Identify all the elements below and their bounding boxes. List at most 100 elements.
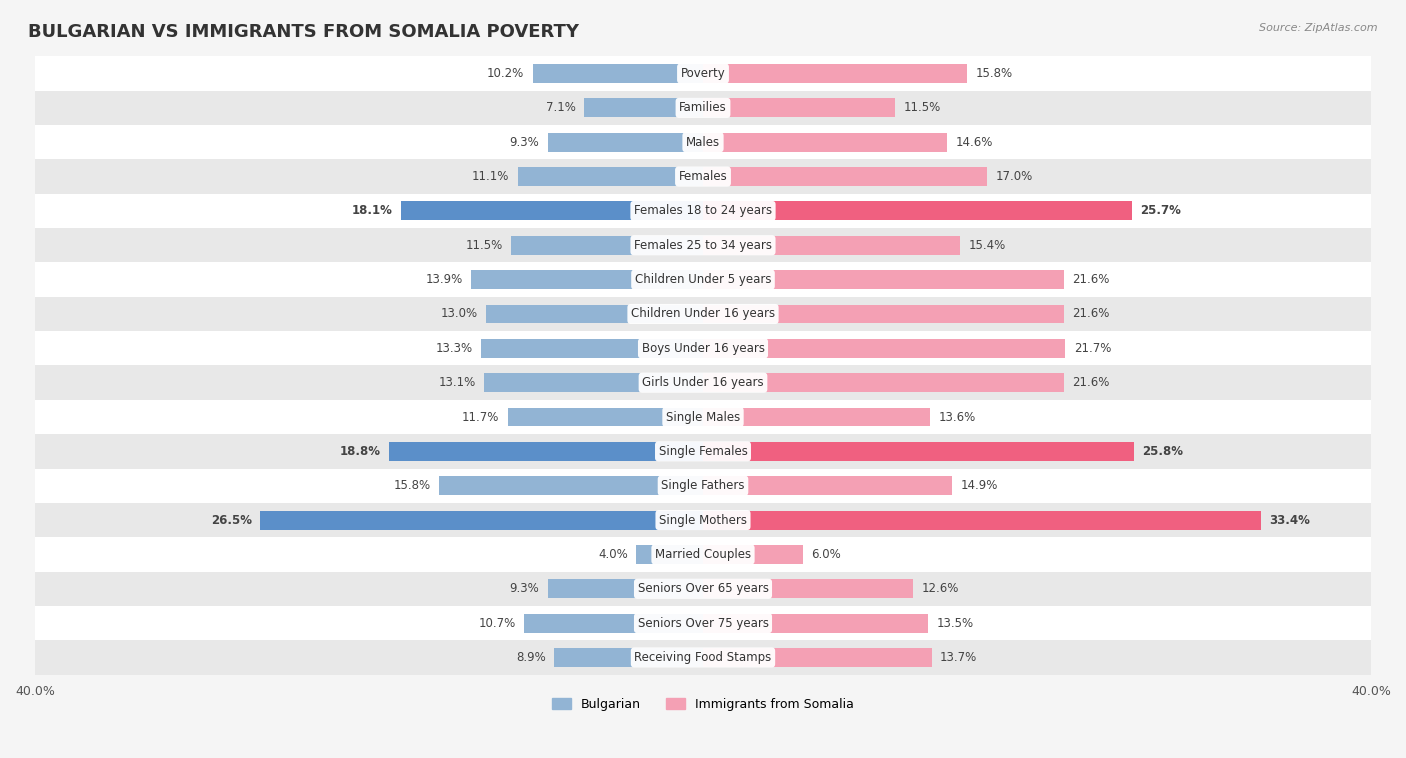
Text: 15.8%: 15.8% — [394, 479, 430, 492]
Text: Single Males: Single Males — [666, 411, 740, 424]
Text: 15.8%: 15.8% — [976, 67, 1012, 80]
Text: Seniors Over 75 years: Seniors Over 75 years — [637, 616, 769, 630]
Bar — [703, 648, 932, 667]
Bar — [703, 614, 928, 633]
Text: Females 25 to 34 years: Females 25 to 34 years — [634, 239, 772, 252]
Text: 17.0%: 17.0% — [995, 170, 1032, 183]
Text: 11.5%: 11.5% — [465, 239, 502, 252]
Bar — [35, 399, 1371, 434]
Text: Males: Males — [686, 136, 720, 149]
Text: 13.7%: 13.7% — [941, 651, 977, 664]
Text: Families: Families — [679, 102, 727, 114]
Bar — [703, 64, 967, 83]
Text: 25.8%: 25.8% — [1142, 445, 1184, 458]
Bar — [533, 64, 703, 83]
Bar — [703, 442, 1133, 461]
Text: 7.1%: 7.1% — [546, 102, 576, 114]
Bar — [517, 167, 703, 186]
Text: 8.9%: 8.9% — [516, 651, 546, 664]
Text: Females 18 to 24 years: Females 18 to 24 years — [634, 205, 772, 218]
Text: Females: Females — [679, 170, 727, 183]
Bar — [35, 365, 1371, 399]
Text: 10.2%: 10.2% — [486, 67, 524, 80]
Bar — [35, 434, 1371, 468]
Text: 13.0%: 13.0% — [440, 308, 478, 321]
Bar — [703, 511, 1261, 530]
Bar — [35, 331, 1371, 365]
Text: 11.5%: 11.5% — [904, 102, 941, 114]
Text: Source: ZipAtlas.com: Source: ZipAtlas.com — [1260, 23, 1378, 33]
Text: Receiving Food Stamps: Receiving Food Stamps — [634, 651, 772, 664]
Bar — [35, 297, 1371, 331]
Bar — [35, 228, 1371, 262]
Bar — [389, 442, 703, 461]
Bar — [35, 262, 1371, 297]
Bar — [35, 159, 1371, 194]
Bar — [703, 236, 960, 255]
Text: BULGARIAN VS IMMIGRANTS FROM SOMALIA POVERTY: BULGARIAN VS IMMIGRANTS FROM SOMALIA POV… — [28, 23, 579, 41]
Text: Single Mothers: Single Mothers — [659, 514, 747, 527]
Bar — [508, 408, 703, 427]
Text: 25.7%: 25.7% — [1140, 205, 1181, 218]
Bar — [703, 579, 914, 598]
Bar — [486, 305, 703, 324]
Text: Poverty: Poverty — [681, 67, 725, 80]
Text: 21.7%: 21.7% — [1074, 342, 1111, 355]
Text: 14.6%: 14.6% — [955, 136, 993, 149]
Bar — [554, 648, 703, 667]
Bar — [35, 125, 1371, 159]
Bar — [636, 545, 703, 564]
Text: 21.6%: 21.6% — [1073, 376, 1109, 389]
Text: 33.4%: 33.4% — [1270, 514, 1310, 527]
Bar — [703, 133, 946, 152]
Legend: Bulgarian, Immigrants from Somalia: Bulgarian, Immigrants from Somalia — [547, 693, 859, 716]
Text: 13.6%: 13.6% — [938, 411, 976, 424]
Bar — [260, 511, 703, 530]
Bar — [35, 503, 1371, 537]
Bar — [585, 99, 703, 117]
Text: 10.7%: 10.7% — [478, 616, 516, 630]
Text: 9.3%: 9.3% — [509, 582, 540, 595]
Bar — [510, 236, 703, 255]
Text: Children Under 5 years: Children Under 5 years — [634, 273, 772, 286]
Bar — [703, 408, 931, 427]
Bar — [35, 572, 1371, 606]
Text: 13.5%: 13.5% — [936, 616, 974, 630]
Bar — [703, 202, 1132, 221]
Bar — [703, 305, 1064, 324]
Text: Single Fathers: Single Fathers — [661, 479, 745, 492]
Text: 14.9%: 14.9% — [960, 479, 998, 492]
Bar — [703, 373, 1064, 392]
Text: 15.4%: 15.4% — [969, 239, 1005, 252]
Bar — [439, 476, 703, 495]
Text: 13.9%: 13.9% — [425, 273, 463, 286]
Text: 18.8%: 18.8% — [340, 445, 381, 458]
Text: 12.6%: 12.6% — [922, 582, 959, 595]
Text: 6.0%: 6.0% — [811, 548, 841, 561]
Text: 21.6%: 21.6% — [1073, 273, 1109, 286]
Text: Boys Under 16 years: Boys Under 16 years — [641, 342, 765, 355]
Bar — [35, 56, 1371, 91]
Text: 11.1%: 11.1% — [472, 170, 509, 183]
Bar — [35, 537, 1371, 572]
Bar — [548, 579, 703, 598]
Bar — [703, 476, 952, 495]
Text: Single Females: Single Females — [658, 445, 748, 458]
Text: 13.1%: 13.1% — [439, 376, 475, 389]
Text: 9.3%: 9.3% — [509, 136, 540, 149]
Text: Married Couples: Married Couples — [655, 548, 751, 561]
Bar — [484, 373, 703, 392]
Bar — [471, 270, 703, 289]
Bar — [35, 468, 1371, 503]
Text: Girls Under 16 years: Girls Under 16 years — [643, 376, 763, 389]
Text: 18.1%: 18.1% — [352, 205, 392, 218]
Bar — [703, 339, 1066, 358]
Bar — [524, 614, 703, 633]
Text: Seniors Over 65 years: Seniors Over 65 years — [637, 582, 769, 595]
Text: 13.3%: 13.3% — [436, 342, 472, 355]
Bar — [481, 339, 703, 358]
Bar — [35, 91, 1371, 125]
Text: 26.5%: 26.5% — [211, 514, 252, 527]
Bar — [548, 133, 703, 152]
Text: 4.0%: 4.0% — [598, 548, 628, 561]
